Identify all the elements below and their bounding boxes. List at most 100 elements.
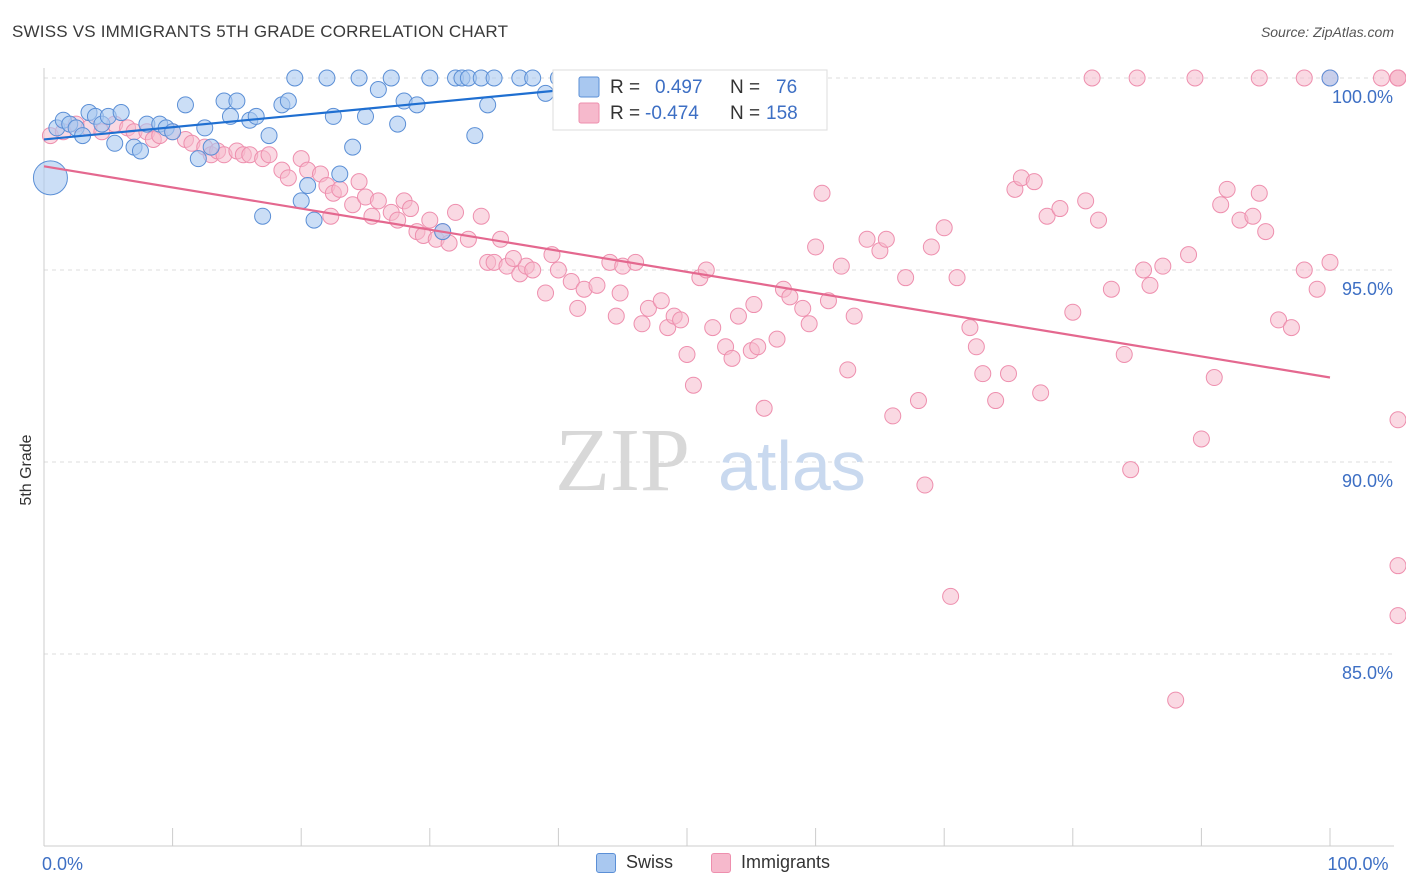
immigrants-point-114	[1064, 303, 1082, 321]
immigrants-point-150	[322, 207, 340, 225]
immigrants-point-119	[1122, 461, 1140, 479]
swiss-point-37	[331, 165, 349, 183]
immigrants-point-97	[884, 407, 902, 425]
immigrants-point-96	[877, 230, 895, 248]
y-tick-label-0: 100.0%	[1332, 87, 1393, 107]
swiss-point-26	[247, 107, 265, 125]
immigrants-point-125	[1192, 430, 1210, 448]
immigrants-point-156	[1032, 384, 1050, 402]
axes-layer	[43, 68, 1394, 847]
legend-swiss-n-value: 76	[776, 77, 797, 98]
immigrants-point-94	[858, 230, 876, 248]
tick-labels: 100.0% 95.0% 90.0% 85.0% 0.0% 100.0%	[42, 87, 1393, 874]
legend-bottom-immigrants-swatch	[711, 852, 731, 873]
immigrants-point-35	[369, 192, 387, 210]
immigrants-point-104	[961, 319, 979, 337]
legend-bottom-immigrants[interactable]: Immigrants	[711, 852, 830, 873]
legend-immigrants-r-value: -0.474	[645, 103, 699, 124]
immigrants-point-39	[402, 200, 420, 218]
legend-bottom-immigrants-label: Immigrants	[741, 852, 831, 872]
immigrants-point-62	[588, 276, 606, 294]
swiss-point-30	[279, 92, 297, 110]
immigrants-point-83	[755, 399, 773, 417]
immigrants-point-144	[1389, 607, 1406, 625]
swiss-point-40	[357, 107, 374, 125]
legend-swiss-r-value: 0.497	[655, 77, 703, 98]
swiss-point-38	[344, 138, 362, 156]
y-tick-label-1: 95.0%	[1342, 279, 1393, 299]
immigrants-point-121	[1141, 276, 1159, 294]
swiss-point-31	[286, 69, 304, 87]
immigrants-point-116	[1090, 211, 1108, 229]
immigrants-point-48	[472, 207, 490, 225]
immigrants-point-140	[1250, 69, 1268, 87]
immigrants-points	[41, 69, 1406, 709]
x-tick-label-1: 100.0%	[1327, 854, 1388, 874]
legend-immigrants-r-label: R =	[610, 103, 640, 124]
immigrants-point-152	[611, 284, 629, 302]
immigrants-point-124	[1180, 246, 1198, 264]
swiss-point-46	[421, 69, 439, 87]
immigrants-point-115	[1077, 192, 1095, 210]
immigrants-point-90	[813, 184, 831, 202]
swiss-point-41	[369, 81, 387, 99]
watermark-atlas: atlas	[718, 427, 866, 505]
immigrants-point-102	[935, 219, 953, 237]
immigrants-point-131	[1250, 184, 1268, 202]
immigrants-point-155	[942, 587, 960, 605]
y-tick-label-2: 90.0%	[1342, 471, 1393, 491]
immigrants-point-107	[987, 392, 1005, 410]
immigrants-point-46	[447, 203, 465, 221]
immigrants-point-134	[1282, 319, 1300, 337]
immigrants-point-126	[1205, 369, 1223, 387]
immigrants-point-58	[549, 261, 567, 279]
legend-box: R = 0.497 N = 76 R = -0.474 N = 158	[552, 69, 828, 131]
immigrants-point-56	[537, 284, 555, 302]
swiss-point-42	[382, 69, 400, 87]
immigrants-point-137	[1321, 253, 1339, 271]
immigrants-point-47	[459, 230, 477, 248]
immigrants-point-105	[967, 338, 985, 356]
swiss-point-39	[350, 69, 368, 87]
immigrants-point-143	[1372, 69, 1390, 87]
immigrants-point-92	[832, 257, 850, 275]
immigrants-point-157	[1135, 261, 1153, 279]
watermark-zip: ZIP	[555, 411, 690, 510]
y-axis-label-wrap: 5th Grade	[18, 399, 36, 505]
trend-lines	[43, 80, 1331, 379]
swiss-point-34	[305, 211, 323, 229]
swiss-point-32	[292, 192, 310, 210]
legend-immigrants-swatch	[578, 102, 600, 124]
immigrants-trend-line	[43, 165, 1331, 379]
legend-bottom: Swiss Immigrants	[0, 852, 1406, 878]
immigrants-point-153	[745, 296, 763, 314]
grid-layer	[44, 77, 1394, 655]
immigrants-point-127	[1212, 196, 1230, 214]
immigrants-point-55	[524, 261, 542, 279]
swiss-point-28	[260, 127, 278, 145]
immigrants-point-73	[678, 345, 696, 363]
swiss-point-11	[112, 104, 130, 122]
swiss-point-35	[318, 69, 336, 87]
immigrants-point-108	[1000, 365, 1017, 383]
watermark: ZIP atlas	[555, 411, 866, 510]
immigrants-point-128	[1218, 180, 1236, 198]
legend-immigrants-n-value: 158	[766, 103, 798, 124]
swiss-point-20	[196, 119, 214, 137]
swiss-point-21	[202, 138, 220, 156]
immigrants-point-106	[974, 365, 992, 383]
immigrants-point-60	[569, 299, 587, 317]
swiss-point-13	[131, 142, 149, 160]
immigrants-point-141	[1295, 69, 1313, 87]
swiss-point-19	[189, 150, 207, 168]
legend-bottom-swiss[interactable]: Swiss	[596, 852, 673, 873]
swiss-trend-line	[43, 80, 649, 141]
immigrants-point-117	[1102, 280, 1120, 298]
immigrants-point-145	[1389, 557, 1406, 575]
swiss-point-24	[228, 92, 246, 110]
immigrants-point-118	[1115, 345, 1133, 363]
immigrants-point-72	[672, 311, 690, 329]
legend-swiss-r-label: R =	[610, 77, 640, 98]
y-tick-label-3: 85.0%	[1342, 663, 1393, 683]
